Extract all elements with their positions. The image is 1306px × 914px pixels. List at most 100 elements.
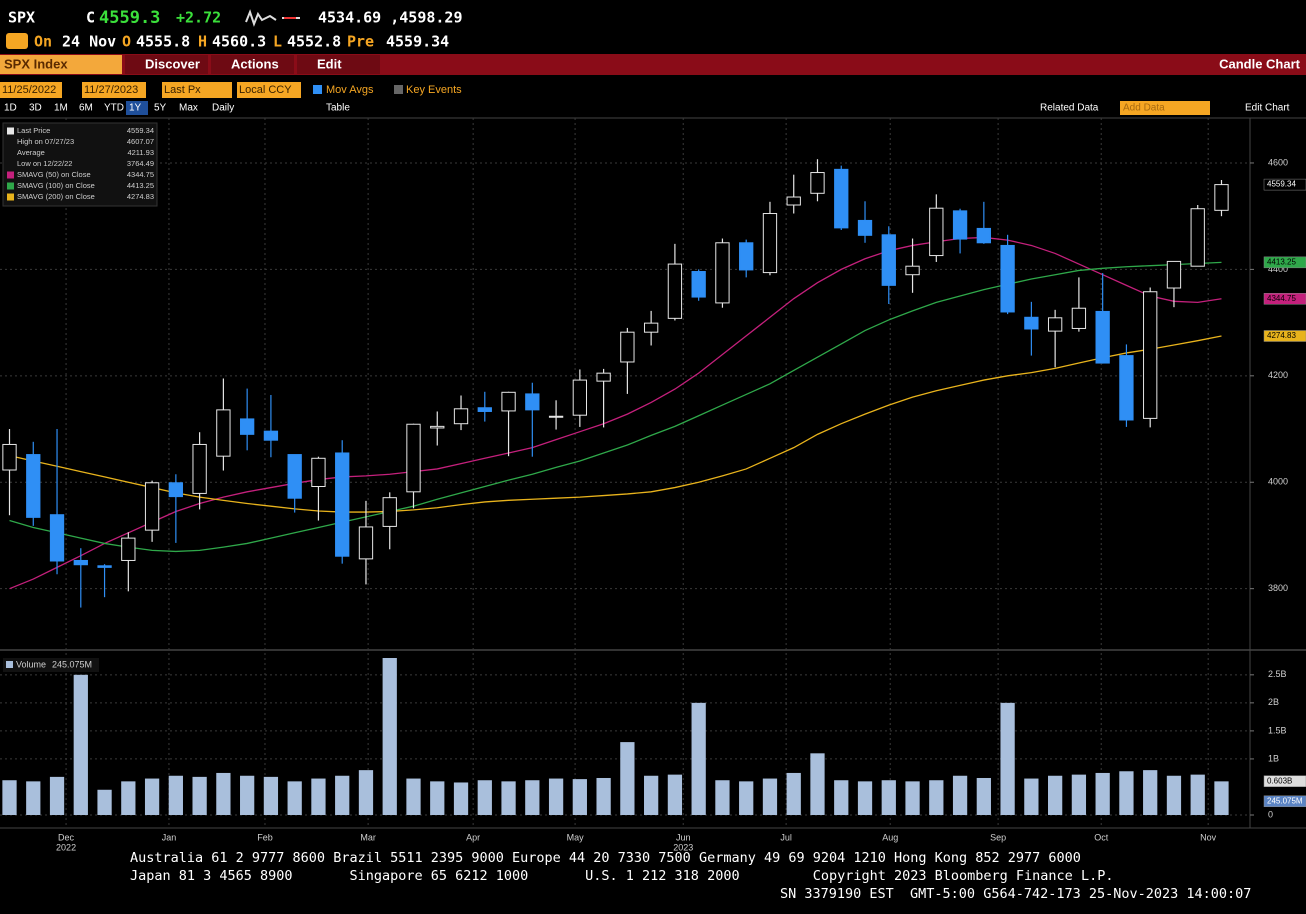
menu-button[interactable]: [125, 55, 208, 74]
period-button[interactable]: YTD: [104, 103, 124, 114]
period-button[interactable]: 1D: [4, 103, 17, 114]
open-label: O: [122, 33, 131, 51]
last-price-tag: 4559.34: [1267, 180, 1296, 189]
volume-bar: [192, 776, 207, 815]
add-data-input[interactable]: [1120, 101, 1210, 115]
mov-avgs[interactable]: Mov Avgs: [326, 84, 374, 96]
candle-body: [1143, 291, 1158, 419]
end[interactable]: 11/27/2023: [84, 84, 138, 96]
table-button[interactable]: Table: [326, 103, 350, 114]
period-button[interactable]: Max: [179, 103, 198, 114]
volume-bar: [952, 775, 968, 815]
period-button[interactable]: 1M: [54, 103, 68, 114]
x-tick-label: May: [567, 832, 585, 842]
volume-bar: [121, 781, 136, 815]
start-input[interactable]: [0, 82, 62, 98]
edit-chart[interactable]: Edit Chart: [1245, 103, 1290, 114]
volume-bar: [1119, 771, 1134, 815]
menu-item[interactable]: Edit: [317, 56, 342, 71]
volume-bar: [406, 778, 421, 815]
menu-button[interactable]: [297, 55, 380, 74]
candle-body: [810, 172, 825, 194]
y-tick-label: 4000: [1268, 477, 1288, 487]
menu-item[interactable]: Actions: [231, 56, 279, 71]
legend-label: Low on 12/22/22: [17, 159, 72, 168]
volume-bar: [97, 789, 112, 815]
candle-body: [97, 565, 112, 568]
legend-value: 4211.93: [127, 148, 154, 157]
candle-body: [311, 457, 326, 487]
add-data[interactable]: Add Data: [1123, 103, 1165, 114]
volume-bar: [2, 780, 17, 815]
volume-bar: [596, 777, 611, 815]
currency[interactable]: Local CCY: [239, 84, 292, 96]
candle-body: [335, 452, 350, 557]
x-tick-label: Jul: [780, 832, 792, 842]
change: +2.72: [176, 9, 221, 27]
candle-body: [73, 559, 88, 566]
volume-bar: [263, 776, 279, 815]
volume-bar: [477, 780, 492, 815]
footer-line: SN 3379190 EST GMT-5:00 G564-742-173 25-…: [780, 886, 1251, 902]
menu-item[interactable]: Discover: [145, 56, 200, 71]
candle-body: [239, 418, 255, 435]
candle-body: [548, 415, 564, 418]
legend-label: High on 07/27/23: [17, 137, 74, 146]
field-input[interactable]: [162, 82, 232, 98]
candle-body: [1000, 244, 1015, 313]
moving-average-tag-bg: [1263, 293, 1306, 305]
candle-body: [1071, 307, 1087, 329]
y-tick-label: 4400: [1268, 264, 1288, 274]
volume-legend-label: Volume: [16, 659, 46, 669]
field[interactable]: Last Px: [164, 84, 201, 96]
volume-bar: [168, 775, 183, 815]
candle-body: [881, 234, 896, 286]
candle-body: [1190, 208, 1205, 267]
volume-last-tag: 245.075M: [1267, 796, 1303, 805]
security[interactable]: SPX Index: [4, 56, 68, 71]
security-box[interactable]: [0, 55, 122, 74]
x-tick-label: Aug: [882, 832, 898, 842]
candle-body: [596, 372, 611, 382]
candle-body: [739, 242, 754, 271]
volume-bar: [358, 770, 374, 815]
candle-body: [905, 265, 920, 276]
last-price-tag-bg: [1263, 178, 1306, 191]
period-button[interactable]: 3D: [29, 103, 42, 114]
mov-avgs-checkbox[interactable]: [313, 85, 322, 94]
frequency[interactable]: Daily: [212, 103, 234, 114]
volume-bar: [691, 702, 706, 815]
moving-average-tag-bg: [1263, 330, 1306, 342]
candle-body: [49, 514, 65, 562]
key-events-checkbox[interactable]: [394, 85, 403, 94]
menu-button[interactable]: [211, 55, 294, 74]
volume-bar: [1190, 774, 1205, 815]
key-events[interactable]: Key Events: [406, 84, 462, 96]
candle-body: [691, 271, 706, 298]
currency-input[interactable]: [237, 82, 301, 98]
volume-bar: [1071, 774, 1087, 815]
legend-value: 3764.49: [127, 159, 154, 168]
start[interactable]: 11/25/2022: [2, 84, 56, 96]
end-input[interactable]: [82, 82, 146, 98]
volume-bar: [1214, 781, 1229, 815]
pre: 4559.34: [386, 33, 449, 51]
period-button[interactable]: 6M: [79, 103, 93, 114]
period-button[interactable]: 5Y: [154, 103, 167, 114]
candle-body: [168, 482, 184, 498]
candle-body: [1024, 316, 1039, 330]
period-button[interactable]: 1Y: [129, 103, 142, 114]
volume-bar: [762, 778, 778, 815]
candle-body: [1214, 184, 1229, 211]
high: 4560.3: [212, 33, 266, 51]
volume-bar: [26, 781, 41, 815]
alert-icon[interactable]: [6, 33, 28, 49]
related-data[interactable]: Related Data: [1040, 103, 1099, 114]
legend-value: 4274.83: [127, 192, 154, 201]
x-tick-label: Jun: [676, 832, 691, 842]
x-tick-label: Feb: [257, 832, 273, 842]
candle-body: [976, 227, 991, 244]
volume-bar: [73, 674, 88, 815]
candle-body: [762, 213, 778, 274]
volume-bar: [1048, 775, 1063, 815]
